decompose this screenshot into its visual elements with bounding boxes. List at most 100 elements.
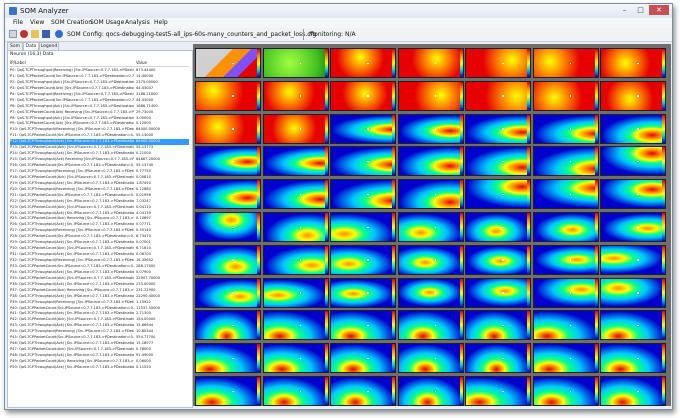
table-row[interactable]: P1: QoS-TCPPacketCount(Src-IPSource=0.7.…	[10, 74, 189, 80]
table-row[interactable]: P25: QoS-TCPPacketCount(Ack) Receiving […	[10, 216, 189, 222]
table-row[interactable]: P4: QoS-TCPThroughput(Receiving) [Src-IP…	[10, 92, 189, 98]
som-component-map[interactable]	[532, 113, 599, 144]
table-row[interactable]: P44: QoS-TCPThroughput(Receiving) [Src-I…	[10, 329, 189, 335]
som-component-map[interactable]	[397, 277, 464, 308]
open-folder-icon[interactable]	[31, 30, 39, 38]
table-row[interactable]: P14: QoS-TCPThroughput(Ack) [Src-IPSourc…	[10, 151, 189, 157]
som-component-map[interactable]	[330, 179, 396, 210]
table-row[interactable]: P8: QoS-TCPThroughput(Ack) [Src-IPSource…	[10, 116, 189, 122]
som-component-map[interactable]	[262, 113, 329, 144]
table-row[interactable]: P43: QoS-TCPThroughput(Ack) [Src-IPSourc…	[10, 323, 189, 329]
som-component-map[interactable]	[330, 212, 396, 242]
info-icon[interactable]	[55, 30, 63, 38]
table-row[interactable]: P3: QoS-TCPPacketCount(Ack) [Src-IPSourc…	[10, 86, 189, 92]
table-row[interactable]: P6: QoS-TCPThroughput(Ack) [Src-IPSource…	[10, 104, 189, 110]
som-component-map[interactable]	[532, 179, 599, 210]
table-row[interactable]: P15: QoS-TCPThroughput(Ack) Receiving [S…	[10, 157, 189, 163]
som-component-map[interactable]	[195, 146, 261, 177]
som-component-map[interactable]	[465, 310, 531, 341]
som-component-map[interactable]	[195, 179, 261, 210]
som-component-map[interactable]	[397, 376, 464, 406]
som-component-map[interactable]	[532, 80, 599, 111]
table-row[interactable]: P21: QoS-TCPPacketCount(Src-IPSource=0.7…	[10, 193, 189, 199]
minimize-button[interactable]: –	[622, 6, 627, 14]
table-row[interactable]: P27: QoS-TCPThroughput(Receiving) [Src-I…	[10, 228, 189, 234]
table-row[interactable]: P29: QoS-TCPThroughput(Ack) [Src-IPSourc…	[10, 240, 189, 246]
menu-som-creation[interactable]: SOM Creation	[51, 19, 93, 26]
som-component-map[interactable]	[330, 244, 396, 275]
table-row[interactable]: P36: QoS-TCPThroughput(Ack) [Src-IPSourc…	[10, 282, 189, 288]
som-component-map[interactable]	[262, 212, 329, 242]
som-component-map[interactable]	[600, 343, 666, 374]
gear-icon[interactable]	[20, 30, 28, 38]
table-row[interactable]: P20: QoS-TCPThroughput(Receiving) [Src-I…	[10, 187, 189, 193]
table-row[interactable]: P33: QoS-TCPPacketCount(Src-IPSource=0.7…	[10, 264, 189, 270]
som-component-map[interactable]	[532, 244, 599, 275]
som-component-map[interactable]	[262, 179, 329, 210]
menu-help[interactable]: Help	[154, 19, 168, 26]
som-component-map[interactable]	[330, 80, 396, 111]
som-component-map[interactable]	[600, 179, 666, 210]
column-header-label[interactable]: IP/Label	[10, 60, 26, 65]
som-component-map[interactable]	[600, 146, 666, 177]
table-row[interactable]: P10: QoS-TCPThroughput(Receiving) [Src-I…	[10, 127, 189, 133]
table-row[interactable]: P37: QoS-TCPPacketCount(Ack) Receiving […	[10, 288, 189, 294]
som-component-map[interactable]	[465, 113, 531, 144]
som-component-map[interactable]	[330, 48, 396, 78]
som-component-map[interactable]	[262, 80, 329, 111]
maximize-button[interactable]: □	[637, 6, 644, 14]
menu-view[interactable]: View	[30, 19, 45, 26]
table-row[interactable]: P47: QoS-TCPPacketCount(Ack) [Src-IPSour…	[10, 347, 189, 353]
table-row[interactable]: P16: QoS-TCPPacketCount(Src-IPSource=0.7…	[10, 163, 189, 169]
som-component-map[interactable]	[532, 212, 599, 242]
table-row[interactable]: P42: QoS-TCPPacketCount(Ack) [Src-IPSour…	[10, 317, 189, 323]
table-row[interactable]: P22: QoS-TCPThroughput(Ack) [Src-IPSourc…	[10, 199, 189, 205]
column-header-value[interactable]: Value	[136, 60, 147, 65]
som-component-map[interactable]	[262, 48, 329, 78]
som-component-map[interactable]	[330, 376, 396, 406]
som-component-map[interactable]	[532, 343, 599, 374]
menu-analysis[interactable]: Analysis	[125, 19, 150, 26]
som-component-map[interactable]	[262, 310, 329, 341]
som-component-map[interactable]	[465, 376, 531, 406]
table-row[interactable]: P38: QoS-TCPThroughput(Ack) [Src-IPSourc…	[10, 294, 189, 300]
menu-file[interactable]: File	[13, 19, 24, 26]
som-component-map[interactable]	[397, 179, 464, 210]
som-component-map[interactable]	[262, 277, 329, 308]
table-row[interactable]: P49: QoS-TCPPacketCount(Ack) Receiving […	[10, 359, 189, 365]
som-component-map[interactable]	[397, 48, 464, 78]
som-component-map[interactable]	[532, 376, 599, 406]
som-component-map[interactable]	[195, 244, 261, 275]
som-component-map[interactable]	[465, 343, 531, 374]
som-component-map[interactable]	[195, 343, 261, 374]
som-component-map[interactable]	[330, 277, 396, 308]
table-row[interactable]: P40: QoS-TCPPacketCount(Src-IPSource=0.7…	[10, 306, 189, 312]
table-row[interactable]: P28: QoS-TCPPacketCount(Src-IPSource=0.7…	[10, 234, 189, 240]
menu-som-usage[interactable]: SOM Usage	[90, 19, 125, 26]
table-row[interactable]: P19: QoS-TCPThroughput(Ack) [Src-IPSourc…	[10, 181, 189, 187]
som-component-map[interactable]	[262, 376, 329, 406]
som-component-map[interactable]	[465, 212, 531, 242]
table-row[interactable]: P13: QoS-TCPPacketCount(Ack) [Src-IPSour…	[10, 145, 189, 151]
som-component-map[interactable]	[600, 113, 666, 144]
som-component-map[interactable]	[397, 80, 464, 111]
table-row[interactable]: P11: QoS-TCPPacketCount(Src-IPSource=0.7…	[10, 133, 189, 139]
table-row[interactable]: P7: QoS-TCPPacketCount(Ack) Receiving [S…	[10, 110, 189, 116]
table-row[interactable]: P31: QoS-TCPThroughput(Ack) [Src-IPSourc…	[10, 252, 189, 258]
som-component-map[interactable]	[465, 146, 531, 177]
som-component-map[interactable]	[532, 310, 599, 341]
table-row[interactable]: P45: QoS-TCPPacketCount(Src-IPSource=0.7…	[10, 335, 189, 341]
som-component-map[interactable]	[262, 244, 329, 275]
som-component-map[interactable]	[600, 212, 666, 242]
table-row[interactable]: P24: QoS-TCPThroughput(Ack) [Src-IPSourc…	[10, 211, 189, 217]
som-component-map[interactable]	[195, 113, 261, 144]
table-row[interactable]: P5: QoS-TCPPacketCount(Src-IPSource=0.7.…	[10, 98, 189, 104]
som-component-map[interactable]	[397, 310, 464, 341]
som-component-map[interactable]	[600, 277, 666, 308]
som-component-map[interactable]	[195, 310, 261, 341]
table-row[interactable]: P12: QoS-TCPThroughput(Ack) [Src-IPSourc…	[10, 139, 189, 146]
som-component-map[interactable]	[195, 212, 261, 242]
table-row[interactable]: P34: QoS-TCPThroughput(Ack) [Src-IPSourc…	[10, 270, 189, 276]
table-row[interactable]: P48: QoS-TCPThroughput(Ack) [Src-IPSourc…	[10, 353, 189, 359]
table-row[interactable]: P0: QoS-TCPThroughput(Receiving) [Src-IP…	[10, 68, 189, 74]
